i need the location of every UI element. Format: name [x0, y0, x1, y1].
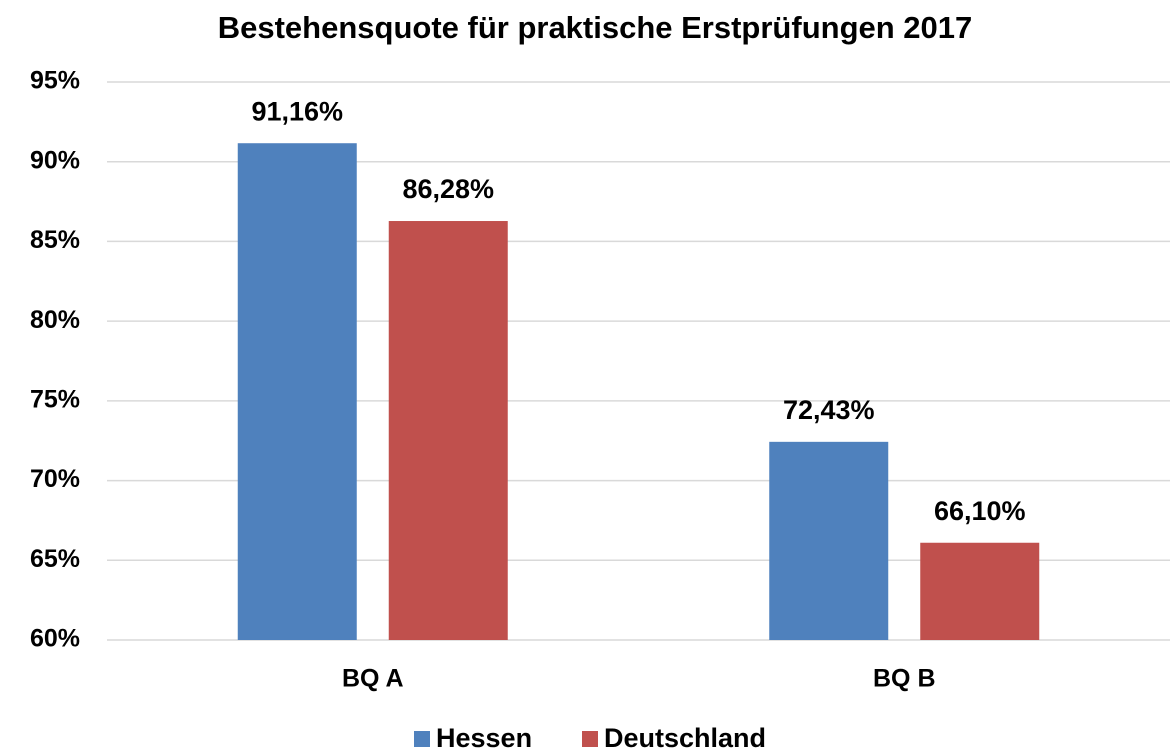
data-label: 86,28%: [402, 174, 494, 204]
legend-swatch: [414, 731, 430, 747]
y-tick-label: 95%: [30, 67, 80, 95]
bar: [388, 221, 508, 640]
y-tick-label: 90%: [30, 146, 80, 174]
bar: [237, 143, 357, 640]
y-tick-label: 60%: [30, 625, 80, 653]
y-tick-label: 70%: [30, 465, 80, 493]
y-tick-label: 65%: [30, 545, 80, 573]
data-label: 66,10%: [934, 496, 1026, 526]
legend-label: Deutschland: [604, 723, 766, 751]
y-tick-label: 75%: [30, 385, 80, 413]
x-tick-label: BQ B: [873, 665, 936, 693]
x-tick-label: BQ A: [342, 665, 404, 693]
bar: [769, 441, 889, 640]
data-label: 72,43%: [783, 395, 875, 425]
y-tick-label: 80%: [30, 306, 80, 334]
legend-swatch: [582, 731, 598, 747]
legend-label: Hessen: [436, 723, 532, 751]
data-label: 91,16%: [251, 96, 343, 126]
y-tick-label: 85%: [30, 226, 80, 254]
bar: [920, 542, 1040, 640]
chart-title: Bestehensquote für praktische Erstprüfun…: [218, 10, 973, 45]
